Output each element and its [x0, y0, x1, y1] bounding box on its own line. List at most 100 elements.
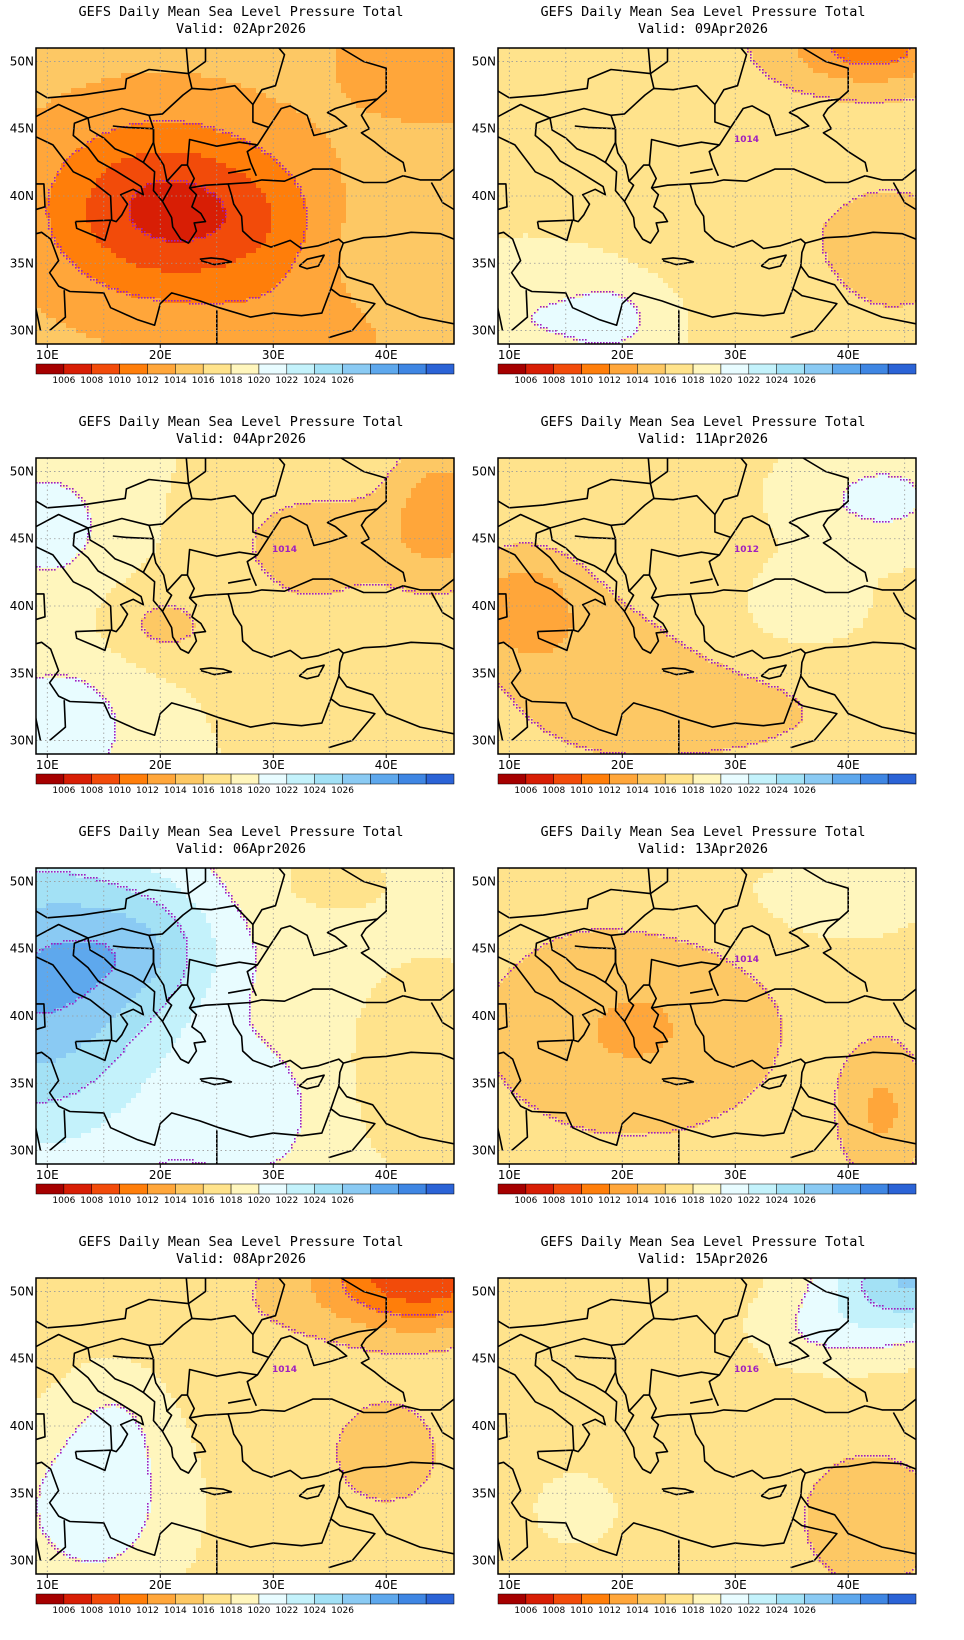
colorbar-swatch	[35, 363, 65, 375]
lon-tick-label: 20E	[611, 758, 634, 772]
coastlines-and-borders	[36, 458, 454, 754]
panel-valid-date: Valid: 04Apr2026	[0, 431, 482, 448]
colorbar-label: 1026	[331, 1606, 354, 1616]
colorbar-swatch	[258, 773, 288, 785]
colorbar-swatch	[553, 1183, 582, 1195]
colorbar-swatch	[860, 1593, 889, 1605]
colorbar-swatch	[119, 363, 148, 375]
colorbar-swatch	[342, 1593, 371, 1605]
colorbar-label: 1022	[737, 1606, 760, 1616]
colorbar-label: 1016	[192, 786, 215, 796]
colorbar-swatch	[637, 773, 666, 785]
colorbar-label: 1018	[220, 1196, 243, 1206]
colorbar-swatch	[581, 363, 610, 375]
colorbar-swatch	[175, 363, 204, 375]
colorbar-label: 1008	[80, 1196, 103, 1206]
panel-title: GEFS Daily Mean Sea Level Pressure Total	[0, 1234, 482, 1251]
colorbar-label: 1024	[765, 376, 788, 386]
colorbar-label: 1006	[514, 1196, 537, 1206]
lon-tick-label: 40E	[375, 1578, 398, 1592]
colorbar-swatch	[175, 1183, 204, 1195]
colorbar-swatch	[692, 1593, 722, 1605]
colorbar: 1006 1008 1010 1012 1014 1016 1018 1020 1022 1024…	[497, 1183, 917, 1206]
lat-tick-label: 50N	[472, 54, 496, 68]
lon-tick-label: 40E	[375, 348, 398, 362]
colorbar-swatch	[63, 773, 92, 785]
colorbar: 1006 1008 1010 1012 1014 1016 1018 1020 1022 1024…	[35, 773, 455, 796]
map-plot-area	[36, 458, 454, 754]
colorbar-swatch	[202, 1183, 232, 1195]
colorbar-label: 1014	[164, 376, 187, 386]
colorbar-swatch	[202, 1593, 232, 1605]
colorbar-label: 1008	[542, 376, 565, 386]
colorbar-label: 1014	[626, 786, 649, 796]
colorbar-label: 1026	[331, 786, 354, 796]
colorbar-label: 1012	[136, 1606, 159, 1616]
lon-tick-label: 30E	[262, 1168, 285, 1182]
lat-tick-label: 45N	[472, 942, 496, 956]
colorbar-swatch	[398, 1183, 427, 1195]
colorbar-swatch	[63, 1183, 92, 1195]
colorbar-swatch	[35, 1593, 65, 1605]
lat-tick-label: 45N	[472, 532, 496, 546]
colorbar-swatch	[832, 1183, 861, 1195]
colorbar-swatch	[748, 1593, 777, 1605]
map-plot-area	[36, 48, 454, 344]
contour-label: 1012	[734, 545, 759, 555]
colorbar-swatch	[860, 1183, 889, 1195]
map-frame	[35, 457, 455, 755]
map-frame	[497, 867, 917, 1165]
colorbar-label: 1020	[247, 376, 270, 386]
map-panel: GEFS Daily Mean Sea Level Pressure Total…	[462, 0, 944, 410]
lat-tick-label: 40N	[10, 1009, 34, 1023]
lat-tick-label: 35N	[10, 1486, 34, 1500]
lon-tick-label: 10E	[498, 1168, 521, 1182]
colorbar-swatch	[398, 773, 427, 785]
lon-tick-label: 20E	[149, 758, 172, 772]
pressure-shading	[36, 48, 454, 344]
lat-tick-label: 30N	[472, 1554, 496, 1568]
lat-tick-label: 50N	[10, 54, 34, 68]
panel-title: GEFS Daily Mean Sea Level Pressure Total	[0, 4, 482, 21]
colorbar-swatch	[720, 1593, 750, 1605]
lon-tick-label: 20E	[611, 1168, 634, 1182]
colorbar-label: 1022	[275, 1606, 298, 1616]
colorbar-label: 1008	[542, 1196, 565, 1206]
contour-label: 1014	[734, 955, 759, 965]
colorbar-label: 1026	[793, 1196, 816, 1206]
map-panel: GEFS Daily Mean Sea Level Pressure Total…	[462, 410, 944, 820]
colorbar-swatch	[370, 1183, 399, 1195]
lat-tick-label: 45N	[10, 122, 34, 136]
colorbar-swatch	[776, 773, 805, 785]
colorbar-label: 1022	[737, 376, 760, 386]
panel-valid-date: Valid: 13Apr2026	[462, 841, 944, 858]
colorbar-swatch	[314, 773, 343, 785]
colorbar-swatch	[525, 1593, 554, 1605]
colorbar-swatch	[553, 363, 582, 375]
colorbar-swatch	[398, 363, 427, 375]
colorbar-swatch	[860, 773, 889, 785]
lon-tick-label: 20E	[149, 348, 172, 362]
lat-tick-label: 50N	[10, 464, 34, 478]
colorbar-label: 1012	[136, 1196, 159, 1206]
panel-title: GEFS Daily Mean Sea Level Pressure Total	[0, 414, 482, 431]
panel-title: GEFS Daily Mean Sea Level Pressure Total	[462, 1234, 944, 1251]
colorbar-label: 1014	[626, 376, 649, 386]
map-plot-area	[498, 48, 916, 344]
colorbar-label: 1016	[192, 1606, 215, 1616]
colorbar-swatch	[525, 363, 554, 375]
lon-tick-label: 40E	[375, 1168, 398, 1182]
colorbar-swatch	[342, 773, 371, 785]
map-frame	[35, 47, 455, 345]
colorbar-swatch	[342, 1183, 371, 1195]
colorbar-label: 1008	[542, 1606, 565, 1616]
colorbar-swatch	[720, 1183, 750, 1195]
panel-valid-date: Valid: 02Apr2026	[0, 21, 482, 38]
colorbar-swatch	[91, 1183, 120, 1195]
lon-tick-label: 30E	[724, 348, 747, 362]
colorbar-swatch	[497, 363, 527, 375]
